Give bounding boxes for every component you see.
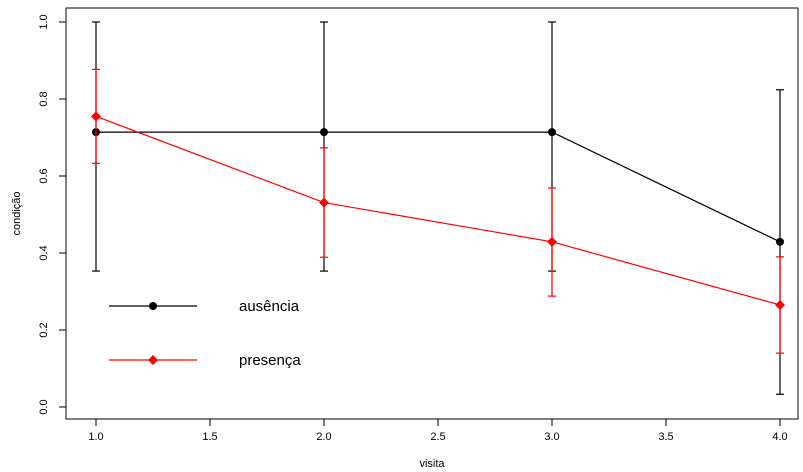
- x-tick-label: 2.5: [430, 431, 445, 443]
- data-point: [776, 237, 784, 246]
- legend-label: ausência: [239, 298, 300, 315]
- legend-item: ausência: [109, 298, 300, 315]
- data-point: [775, 299, 785, 310]
- y-tick-label: 0.0: [38, 399, 50, 414]
- series-line: [96, 131, 781, 243]
- y-tick-label: 0.2: [38, 322, 50, 337]
- data-point: [149, 302, 157, 310]
- x-tick-label: 1.5: [202, 431, 217, 443]
- y-tick-label: 0.8: [38, 91, 50, 106]
- data-point: [320, 128, 328, 137]
- data-point: [547, 236, 557, 247]
- legend-label: presença: [239, 352, 301, 369]
- x-tick-label: 2.0: [316, 431, 331, 443]
- x-axis: 1.0 1.5 2.0 2.5 3.0 3.5 4.0: [88, 418, 788, 443]
- y-tick-label: 0.6: [38, 168, 50, 183]
- series-layer: [91, 21, 785, 395]
- series-line: [95, 115, 781, 306]
- legend-item: presença: [109, 352, 301, 369]
- x-axis-label: visita: [419, 458, 445, 470]
- y-tick-label: 0.4: [38, 245, 50, 260]
- data-point: [91, 111, 101, 122]
- legend: ausência presença: [109, 298, 301, 369]
- data-point: [148, 355, 158, 365]
- y-axis-label: condição: [11, 191, 23, 235]
- y-tick-label: 1.0: [38, 14, 50, 29]
- x-tick-label: 3.5: [658, 431, 673, 443]
- x-tick-label: 1.0: [88, 431, 103, 443]
- x-tick-label: 4.0: [772, 431, 787, 443]
- data-point: [548, 128, 556, 137]
- series-1: [91, 68, 785, 354]
- x-tick-label: 3.0: [544, 431, 559, 443]
- data-point: [319, 197, 329, 208]
- y-axis: 0.0 0.2 0.4 0.6 0.8 1.0: [38, 14, 67, 415]
